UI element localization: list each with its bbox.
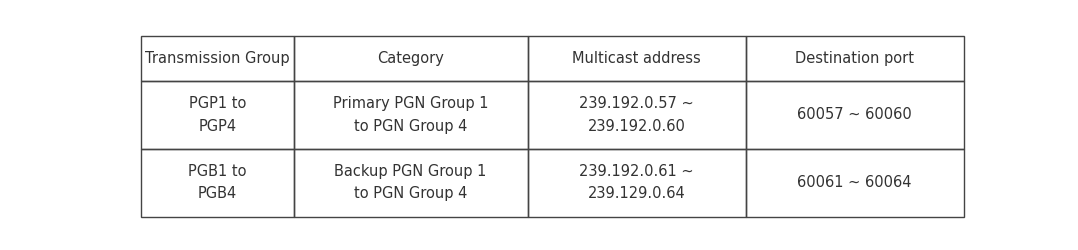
- Bar: [293, 81, 528, 149]
- Bar: [293, 81, 528, 149]
- Text: PGB1 to
PGB4: PGB1 to PGB4: [189, 164, 247, 202]
- Bar: [293, 36, 528, 81]
- Bar: [528, 36, 746, 81]
- Bar: [746, 36, 964, 81]
- Bar: [746, 81, 964, 149]
- Bar: [746, 149, 964, 217]
- Bar: [746, 81, 964, 149]
- Bar: [293, 149, 528, 217]
- Bar: [141, 36, 293, 81]
- Bar: [746, 149, 964, 217]
- Text: Primary PGN Group 1
to PGN Group 4: Primary PGN Group 1 to PGN Group 4: [333, 96, 488, 134]
- Bar: [293, 149, 528, 217]
- Bar: [141, 149, 293, 217]
- Bar: [746, 36, 964, 81]
- Text: Backup PGN Group 1
to PGN Group 4: Backup PGN Group 1 to PGN Group 4: [334, 164, 487, 202]
- Bar: [528, 36, 746, 81]
- Bar: [141, 81, 293, 149]
- Bar: [141, 81, 293, 149]
- Text: Category: Category: [377, 51, 444, 66]
- Bar: [528, 149, 746, 217]
- Text: 60061 ~ 60064: 60061 ~ 60064: [798, 175, 912, 190]
- Text: 239.192.0.61 ~
239.129.0.64: 239.192.0.61 ~ 239.129.0.64: [580, 164, 694, 202]
- Text: Multicast address: Multicast address: [572, 51, 701, 66]
- Bar: [293, 36, 528, 81]
- Text: 239.192.0.57 ~
239.192.0.60: 239.192.0.57 ~ 239.192.0.60: [579, 96, 694, 134]
- Text: Transmission Group: Transmission Group: [146, 51, 290, 66]
- Bar: [528, 81, 746, 149]
- Bar: [528, 149, 746, 217]
- Text: 60057 ~ 60060: 60057 ~ 60060: [798, 108, 912, 122]
- Bar: [528, 81, 746, 149]
- Bar: [141, 149, 293, 217]
- Text: Destination port: Destination port: [796, 51, 914, 66]
- Text: PGP1 to
PGP4: PGP1 to PGP4: [189, 96, 246, 134]
- Bar: [141, 36, 293, 81]
